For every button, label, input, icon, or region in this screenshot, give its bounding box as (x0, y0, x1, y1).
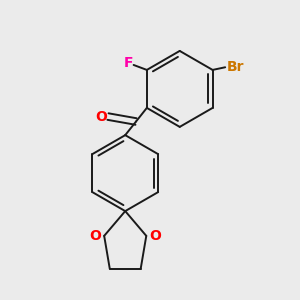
Text: O: O (95, 110, 107, 124)
Text: O: O (150, 229, 161, 243)
Text: F: F (124, 56, 134, 70)
Text: O: O (89, 229, 101, 243)
Text: Br: Br (226, 60, 244, 74)
